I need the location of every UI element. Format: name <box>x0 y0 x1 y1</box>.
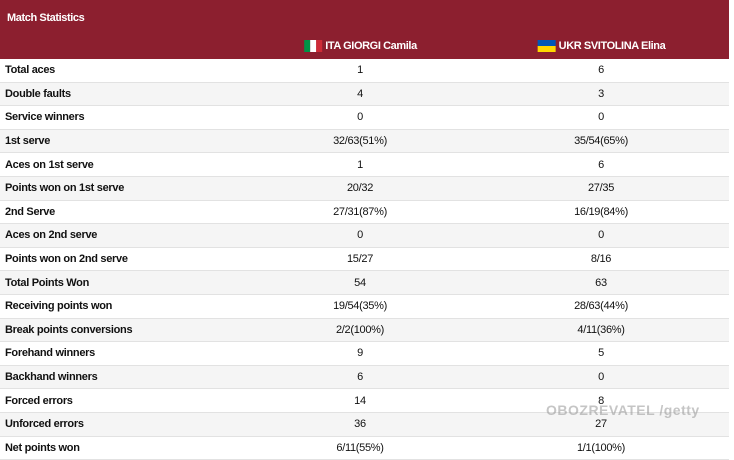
stat-label: Break points conversions <box>5 323 133 336</box>
player-1-value: 6 <box>357 371 363 384</box>
player-2-value: 8/16 <box>590 253 612 266</box>
player-2-value: 63 <box>595 276 607 289</box>
player-2-value: 3 <box>598 87 604 100</box>
player-1-value: 2/2(100%) <box>335 323 385 336</box>
stat-label: 2nd Serve <box>5 205 55 218</box>
title: Match Statistics <box>7 12 85 24</box>
player-2: UKR SVITOLINA Elina <box>537 40 666 52</box>
stat-label: Receiving points won <box>5 300 113 313</box>
stat-label: Aces on 1st serve <box>5 158 94 171</box>
stat-row: Double faults 4 3 <box>0 82 729 107</box>
player-2-value: 27 <box>595 418 607 431</box>
player-1-value: 4 <box>357 87 363 100</box>
player-1-value: 6/11(55%) <box>336 441 384 454</box>
flag-italy <box>304 40 323 52</box>
flag-ukraine <box>537 40 556 52</box>
player-1-value: 32/63(51%) <box>333 135 387 148</box>
stat-label: Aces on 2nd serve <box>5 229 98 242</box>
player-2-value: 28/63(44%) <box>574 300 628 313</box>
stats-table: Total aces 1 6 Double faults 4 3 Service winne… <box>0 59 729 460</box>
header: Match Statistics ITA GIORGI Camila UKR S… <box>0 0 729 59</box>
player-1-value: 54 <box>354 276 366 289</box>
stat-label: Points won on 1st serve <box>5 182 125 195</box>
player-2-value: 6 <box>598 64 604 77</box>
player-2-value: 4/11(36%) <box>577 323 625 336</box>
stat-row: 2nd Serve 27/31(87%) 16/19(84%) <box>0 201 729 225</box>
player-1: ITA GIORGI Camila <box>303 40 417 52</box>
stat-row: Receiving points won 19/54(35%) 28/63(44%) <box>0 295 729 319</box>
player-1-value: 36 <box>354 418 366 431</box>
stat-row: Net points won 6/11(55%) 1/1(100%) <box>0 437 729 460</box>
player-2-value: 6 <box>598 158 604 171</box>
player-2-value: 0 <box>598 229 604 242</box>
stat-label: Service winners <box>5 111 85 124</box>
stat-row: Forehand winners 9 5 <box>0 342 729 366</box>
stat-row: Service winners 0 0 <box>0 106 729 130</box>
player-1-value: 0 <box>357 111 363 124</box>
player-1-value: 0 <box>357 229 363 242</box>
stat-label: Double faults <box>5 87 71 100</box>
stat-row: Total Points Won 54 63 <box>0 271 729 295</box>
stat-label: Forced errors <box>5 394 73 407</box>
stat-label: Net points won <box>5 441 80 454</box>
stat-row: Unforced errors 36 27 <box>0 412 729 437</box>
player-1-value: 15/27 <box>346 253 374 266</box>
player-2-value: 0 <box>598 111 604 124</box>
player-2-value: 1/1(100%) <box>576 441 626 454</box>
player-2-value: 8 <box>598 394 604 407</box>
stat-label: Total Points Won <box>5 276 90 289</box>
stat-row: Points won on 2nd serve 15/27 8/16 <box>0 248 729 272</box>
player-1-value: 1 <box>357 158 363 171</box>
player-2-value: 0 <box>598 371 604 384</box>
player-1-value: 1 <box>357 64 363 77</box>
player-2-value: 27/35 <box>587 182 615 195</box>
watermark: OBOZREVATEL /getty <box>546 402 700 418</box>
player-1-value: 20/32 <box>346 182 374 195</box>
stat-row: Aces on 2nd serve 0 0 <box>0 224 729 248</box>
stat-row: Total aces 1 6 <box>0 59 729 83</box>
player-1-value: 9 <box>357 347 363 360</box>
player-name: ITA GIORGI Camila <box>325 40 417 52</box>
player-name: UKR SVITOLINA Elina <box>558 40 666 52</box>
player-1-value: 14 <box>354 394 366 407</box>
stat-label: Points won on 2nd serve <box>5 253 128 266</box>
stat-label: 1st serve <box>5 135 51 148</box>
stat-label: Forehand winners <box>5 347 95 360</box>
stat-row: Forced errors 14 8 <box>0 389 729 413</box>
stat-row: Aces on 1st serve 1 6 <box>0 153 729 177</box>
stat-row: Points won on 1st serve 20/32 27/35 <box>0 176 729 201</box>
player-1-value: 27/31(87%) <box>333 205 387 218</box>
stat-label: Total aces <box>5 64 55 77</box>
stat-row: Backhand winners 6 0 <box>0 365 729 390</box>
player-2-value: 5 <box>598 347 604 360</box>
stat-row: Break points conversions 2/2(100%) 4/11(36… <box>0 318 729 343</box>
stat-label: Backhand winners <box>5 371 98 384</box>
player-2-value: 16/19(84%) <box>574 205 628 218</box>
stat-label: Unforced errors <box>5 418 84 431</box>
player-1-value: 19/54(35%) <box>333 300 387 313</box>
player-2-value: 35/54(65%) <box>574 135 628 148</box>
stat-row: 1st serve 32/63(51%) 35/54(65%) <box>0 129 729 154</box>
